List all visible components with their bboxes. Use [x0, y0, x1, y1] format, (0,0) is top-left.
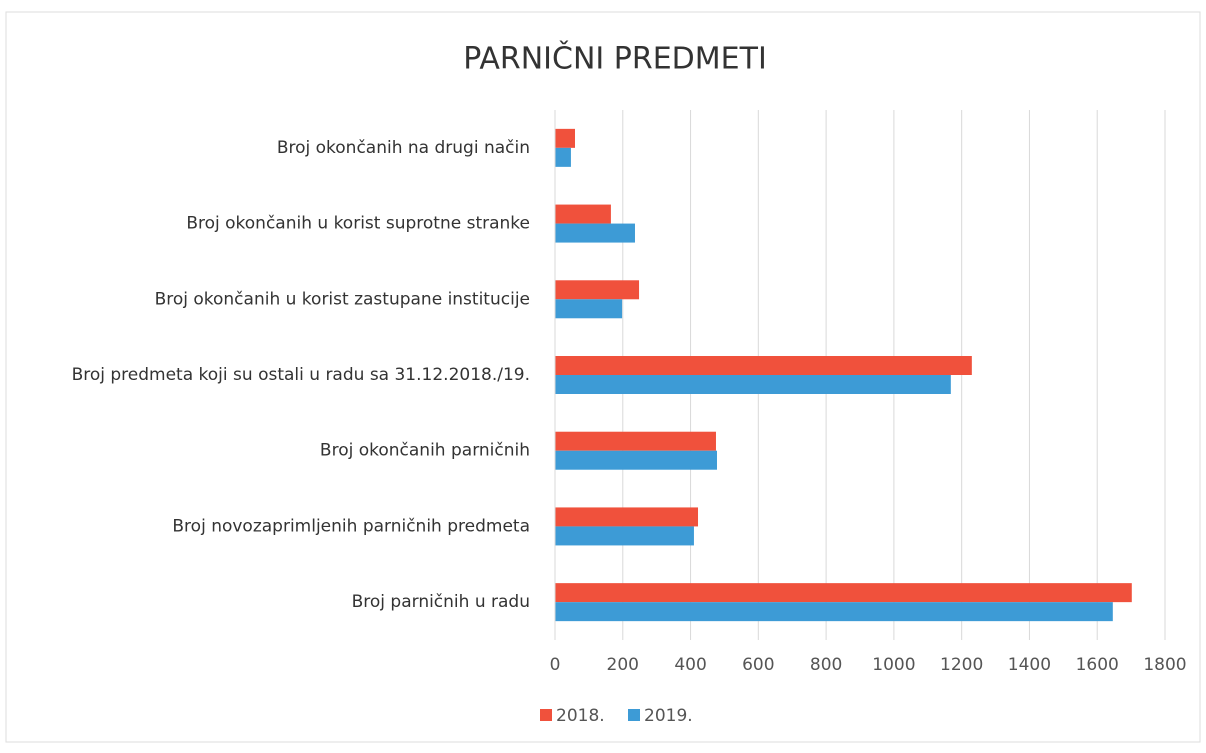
x-tick-label: 400: [674, 655, 706, 675]
bar: [555, 280, 640, 300]
legend-label: 2019.: [644, 706, 693, 726]
bar: [555, 223, 635, 243]
y-tick-label: Broj okončanih u korist suprotne stranke: [186, 214, 530, 234]
bar: [555, 204, 611, 224]
legend-swatch: [540, 709, 552, 721]
x-tick-label: 200: [607, 655, 639, 675]
bar: [555, 356, 972, 375]
bar: [555, 583, 1132, 603]
x-tick-label: 800: [810, 655, 842, 675]
bar: [555, 450, 717, 470]
y-tick-label: Broj novozaprimljenih parničnih predmeta: [172, 516, 530, 536]
chart-title: PARNIČNI PREDMETI: [463, 40, 767, 77]
legend-label: 2018.: [556, 706, 605, 726]
x-tick-label: 1200: [940, 655, 983, 675]
bar: [555, 602, 1113, 622]
y-tick-label: Broj parničnih u radu: [352, 592, 530, 612]
legend-swatch: [628, 709, 640, 721]
x-tick-label: 1400: [1008, 655, 1051, 675]
bar: [555, 431, 716, 451]
bar: [555, 507, 699, 527]
x-tick-label: 600: [742, 655, 774, 675]
x-tick-label: 1600: [1076, 655, 1119, 675]
x-tick-label: 1000: [872, 655, 915, 675]
y-tick-label: Broj predmeta koji su ostali u radu sa 3…: [72, 365, 530, 385]
bar: [555, 147, 571, 167]
bar: [555, 128, 575, 148]
bar: [555, 375, 951, 394]
y-tick-label: Broj okončanih parničnih: [320, 441, 530, 461]
y-tick-label: Broj okončanih u korist zastupane instit…: [155, 289, 530, 309]
bar: [555, 299, 623, 319]
x-tick-label: 1800: [1143, 655, 1186, 675]
x-tick-label: 0: [550, 655, 561, 675]
y-tick-label: Broj okončanih na drugi način: [277, 138, 530, 158]
bar: [555, 526, 694, 546]
